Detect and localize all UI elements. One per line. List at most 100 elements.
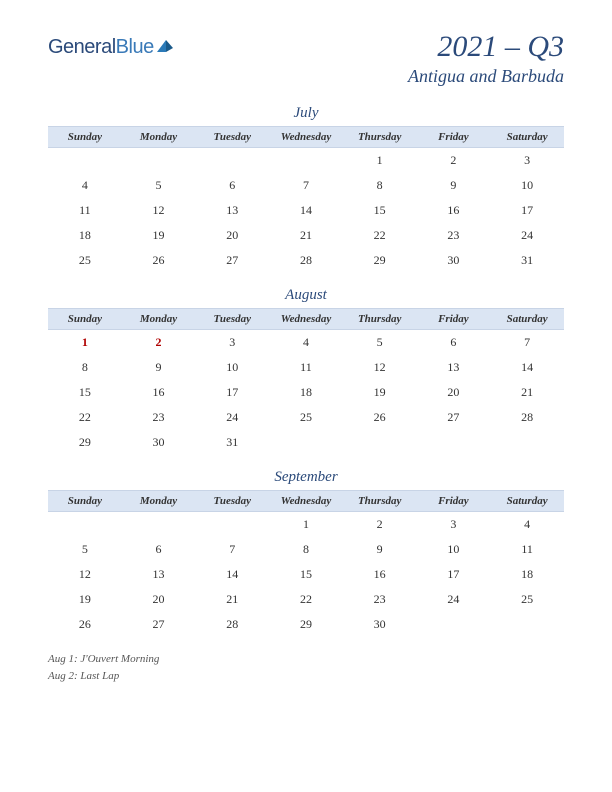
day-cell: 19	[48, 587, 122, 612]
day-cell: 17	[195, 380, 269, 405]
day-cell	[122, 512, 196, 538]
day-cell	[417, 612, 491, 637]
table-row: 25262728293031	[48, 248, 564, 273]
day-header: Saturday	[490, 309, 564, 330]
table-row: 567891011	[48, 537, 564, 562]
day-cell	[122, 148, 196, 174]
day-cell: 6	[122, 537, 196, 562]
day-cell: 13	[417, 355, 491, 380]
day-cell: 10	[195, 355, 269, 380]
day-cell: 19	[343, 380, 417, 405]
day-cell: 27	[195, 248, 269, 273]
day-cell: 22	[48, 405, 122, 430]
logo-text: GeneralBlue	[48, 36, 154, 59]
day-cell: 18	[269, 380, 343, 405]
day-header: Monday	[122, 127, 196, 148]
month-title: September	[48, 469, 564, 486]
table-row: 11121314151617	[48, 198, 564, 223]
day-cell: 3	[417, 512, 491, 538]
day-cell: 13	[122, 562, 196, 587]
day-cell: 26	[343, 405, 417, 430]
day-cell	[490, 430, 564, 455]
day-cell	[48, 148, 122, 174]
logo-text-general: General	[48, 36, 116, 58]
day-cell: 20	[122, 587, 196, 612]
day-cell: 28	[269, 248, 343, 273]
day-cell: 30	[417, 248, 491, 273]
day-cell: 6	[417, 330, 491, 356]
day-cell: 15	[269, 562, 343, 587]
month-block: September SundayMondayTuesdayWednesdayThu…	[48, 469, 564, 637]
day-header: Thursday	[343, 491, 417, 512]
note-line: Aug 1: J'Ouvert Morning	[48, 651, 564, 668]
day-cell	[269, 148, 343, 174]
day-cell: 18	[490, 562, 564, 587]
day-cell: 21	[195, 587, 269, 612]
day-cell: 24	[417, 587, 491, 612]
day-header: Sunday	[48, 491, 122, 512]
day-cell: 14	[269, 198, 343, 223]
day-cell: 2	[122, 330, 196, 356]
day-cell: 12	[343, 355, 417, 380]
calendar-table: SundayMondayTuesdayWednesdayThursdayFrid…	[48, 490, 564, 637]
day-cell: 29	[343, 248, 417, 273]
title-block: 2021 – Q3 Antigua and Barbuda	[408, 30, 564, 87]
table-row: 22232425262728	[48, 405, 564, 430]
day-cell: 22	[343, 223, 417, 248]
day-header: Friday	[417, 491, 491, 512]
day-cell: 31	[490, 248, 564, 273]
table-row: 2627282930	[48, 612, 564, 637]
day-header: Wednesday	[269, 127, 343, 148]
day-header: Thursday	[343, 309, 417, 330]
day-header: Sunday	[48, 309, 122, 330]
month-block: AugustSundayMondayTuesdayWednesdayThursd…	[48, 287, 564, 455]
day-cell: 16	[122, 380, 196, 405]
footer-notes: Aug 1: J'Ouvert Morning Aug 2: Last Lap	[48, 651, 564, 684]
day-cell: 30	[122, 430, 196, 455]
day-cell: 3	[195, 330, 269, 356]
day-cell: 4	[490, 512, 564, 538]
logo-icon	[156, 36, 174, 59]
day-cell: 20	[195, 223, 269, 248]
day-cell: 26	[48, 612, 122, 637]
day-cell: 8	[48, 355, 122, 380]
page-subtitle: Antigua and Barbuda	[408, 66, 564, 87]
page-title: 2021 – Q3	[408, 30, 564, 64]
day-cell: 12	[122, 198, 196, 223]
table-row: 891011121314	[48, 355, 564, 380]
day-header: Sunday	[48, 127, 122, 148]
day-header: Thursday	[343, 127, 417, 148]
day-cell: 22	[269, 587, 343, 612]
day-cell: 9	[417, 173, 491, 198]
day-header: Wednesday	[269, 309, 343, 330]
day-cell: 27	[417, 405, 491, 430]
day-cell: 23	[343, 587, 417, 612]
day-cell: 7	[195, 537, 269, 562]
day-cell: 5	[343, 330, 417, 356]
day-cell: 24	[490, 223, 564, 248]
day-cell	[343, 430, 417, 455]
day-cell: 19	[122, 223, 196, 248]
day-header: Friday	[417, 309, 491, 330]
day-cell	[48, 512, 122, 538]
day-cell: 16	[417, 198, 491, 223]
day-cell: 15	[48, 380, 122, 405]
day-header: Tuesday	[195, 491, 269, 512]
day-header: Wednesday	[269, 491, 343, 512]
day-cell: 18	[48, 223, 122, 248]
day-cell: 10	[417, 537, 491, 562]
day-cell: 31	[195, 430, 269, 455]
header: GeneralBlue 2021 – Q3 Antigua and Barbud…	[48, 30, 564, 87]
day-cell: 9	[343, 537, 417, 562]
day-cell: 13	[195, 198, 269, 223]
day-cell: 12	[48, 562, 122, 587]
months-container: JulySundayMondayTuesdayWednesdayThursday…	[48, 105, 564, 637]
table-row: 123	[48, 148, 564, 174]
table-row: 12131415161718	[48, 562, 564, 587]
day-cell: 2	[343, 512, 417, 538]
day-cell: 29	[48, 430, 122, 455]
day-cell: 14	[490, 355, 564, 380]
calendar-table: SundayMondayTuesdayWednesdayThursdayFrid…	[48, 308, 564, 455]
table-row: 1234567	[48, 330, 564, 356]
day-cell: 4	[48, 173, 122, 198]
